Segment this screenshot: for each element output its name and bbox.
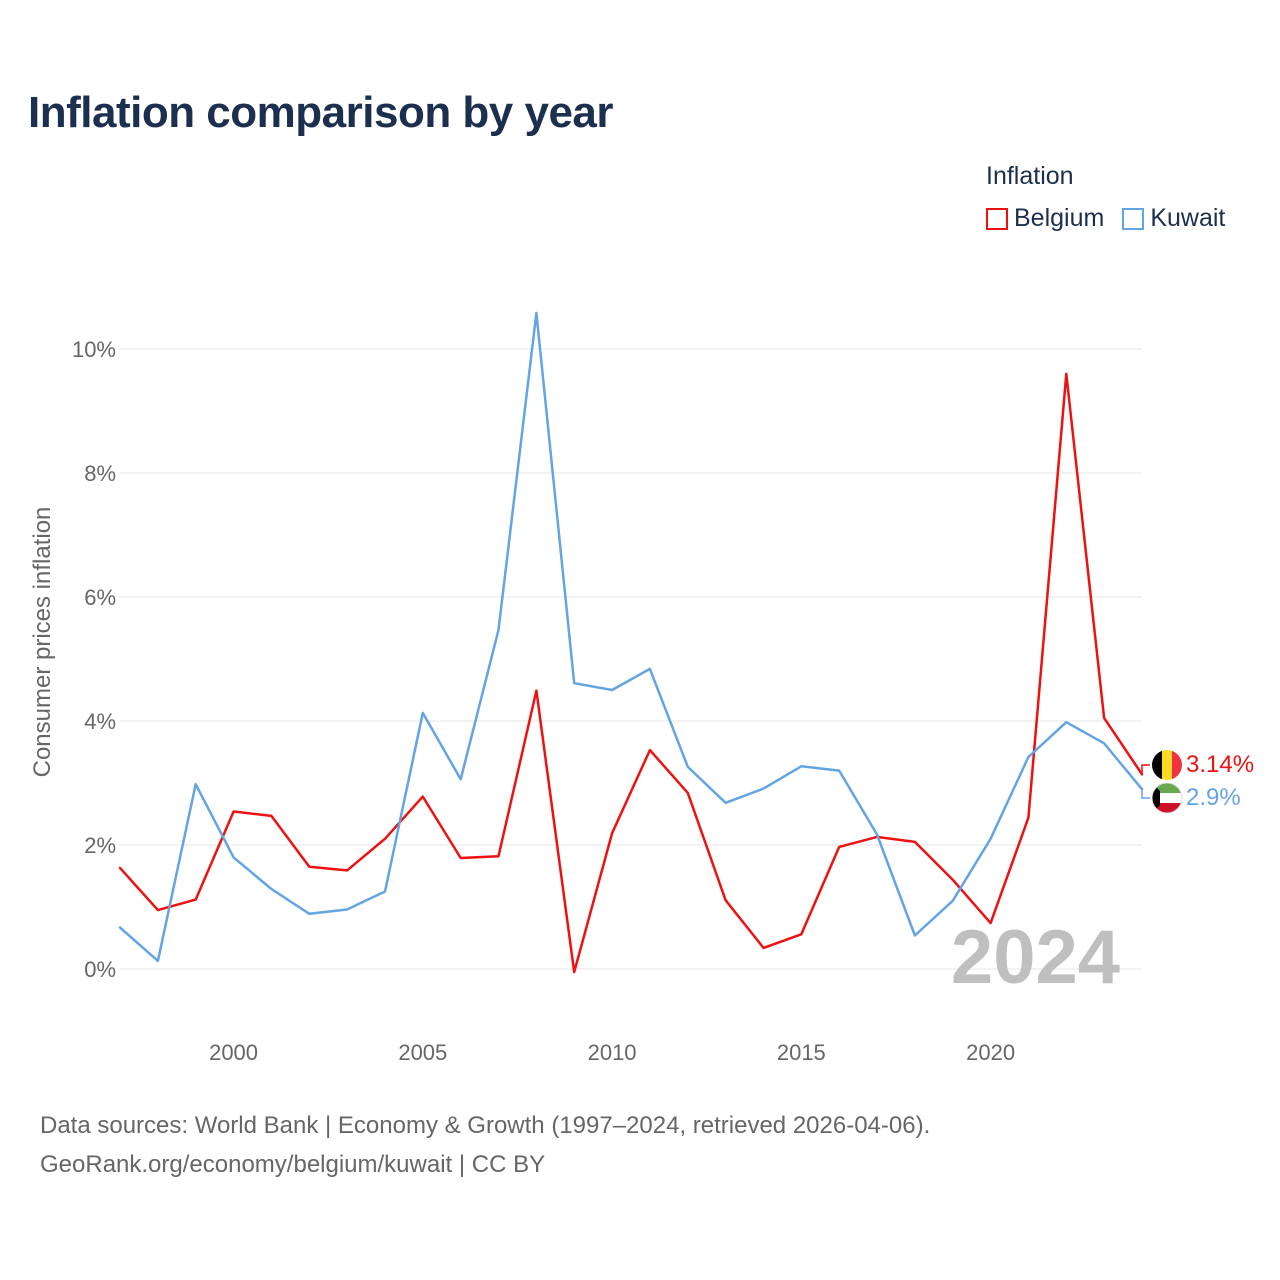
y-tick-label-2: 2% <box>84 833 116 858</box>
y-tick-label-0: 0% <box>84 957 116 982</box>
legend-label-belgium: Belgium <box>1014 204 1105 232</box>
footer: Data sources: World Bank | Economy & Gro… <box>40 1106 930 1184</box>
x-tick-label-2015: 2015 <box>777 1040 826 1065</box>
legend-item-belgium[interactable]: Belgium <box>986 204 1104 233</box>
series-line-belgium[interactable] <box>118 372 1144 974</box>
kuwait-flag-icon <box>1151 782 1183 814</box>
end-connector-kuwait <box>1141 789 1150 799</box>
legend-label-kuwait: Kuwait <box>1150 204 1226 232</box>
chart-title: Inflation comparison by year <box>28 88 614 137</box>
y-tick-label-8: 8% <box>84 461 116 486</box>
grid-lines <box>120 348 1142 970</box>
series-line-kuwait[interactable] <box>118 311 1144 963</box>
year-watermark: 2024 <box>951 915 1120 1000</box>
legend-swatch-kuwait <box>1122 207 1145 230</box>
y-tick-label-4: 4% <box>84 709 116 734</box>
legend-swatch-belgium <box>986 207 1008 230</box>
x-tick-label-2020: 2020 <box>966 1040 1015 1065</box>
x-tick-label-2010: 2010 <box>588 1040 637 1065</box>
end-label-kuwait: 2.9% <box>1186 784 1241 811</box>
y-tick-label-10: 10% <box>72 337 116 362</box>
source-url[interactable]: GeoRank.org/economy/belgium/kuwait | CC … <box>40 1151 546 1178</box>
legend-title: Inflation <box>986 162 1074 190</box>
belgium-flag-icon <box>1152 750 1182 780</box>
data-sources-note: Data sources: World Bank | Economy & Gro… <box>40 1112 931 1139</box>
y-axis-title: Consumer prices inflation <box>29 507 56 778</box>
x-axis-ticks: 2000 2005 2010 2015 2020 <box>209 1040 1015 1065</box>
end-connector-belgium <box>1141 764 1150 775</box>
x-tick-label-2000: 2000 <box>209 1040 258 1065</box>
legend: Belgium Kuwait <box>986 204 1225 233</box>
end-label-belgium: 3.14% <box>1186 751 1254 778</box>
y-axis-ticks: 0% 2% 4% 6% 8% 10% <box>72 337 116 982</box>
x-tick-label-2005: 2005 <box>398 1040 447 1065</box>
series-lines <box>118 311 1150 974</box>
legend-item-kuwait[interactable]: Kuwait <box>1122 204 1225 233</box>
y-tick-label-6: 6% <box>84 585 116 610</box>
